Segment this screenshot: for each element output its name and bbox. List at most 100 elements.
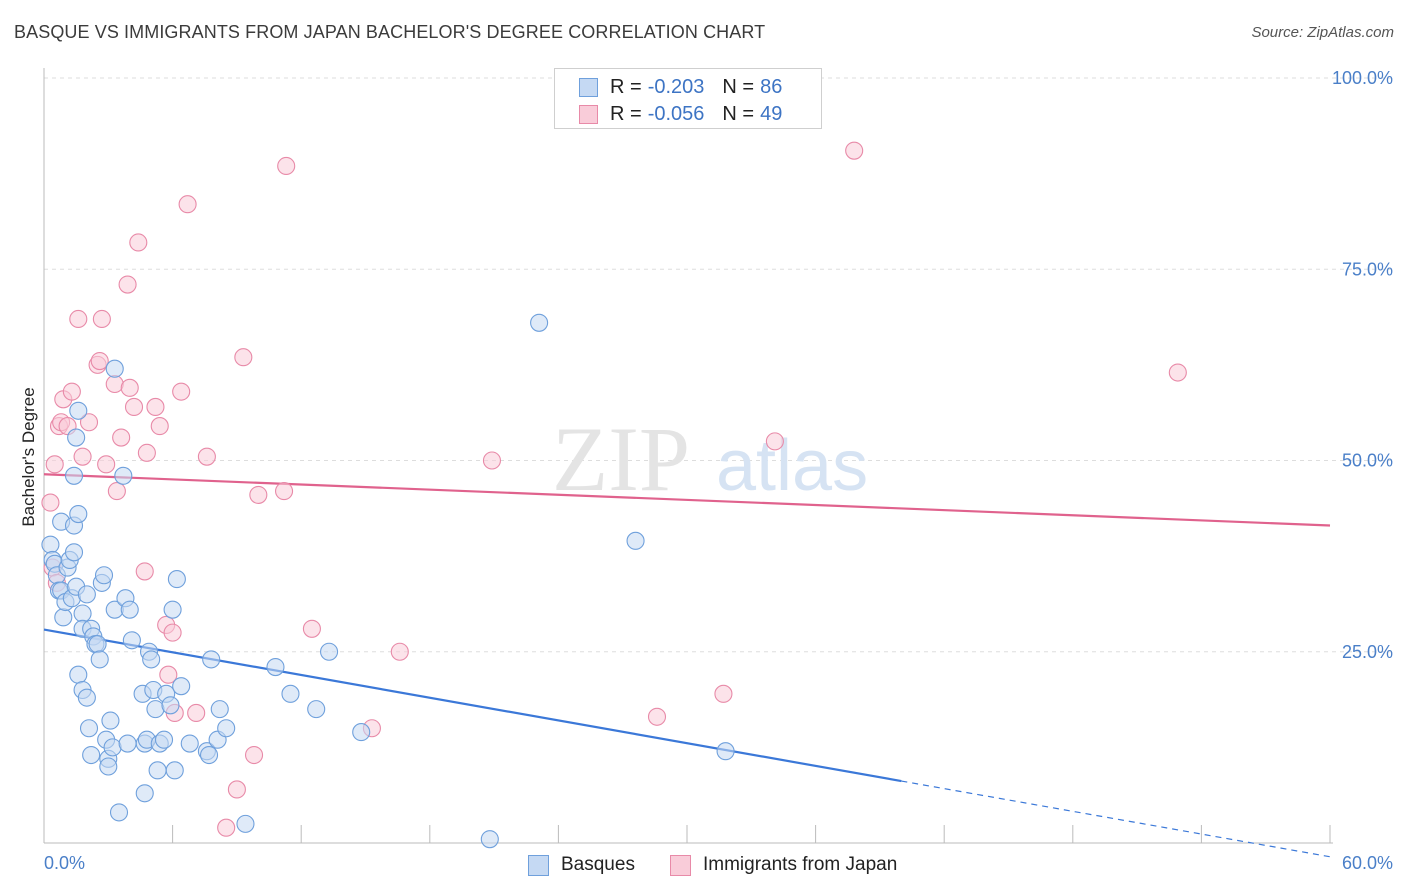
point-basques (67, 428, 86, 447)
x-tick-label-max: 60.0% (1342, 853, 1393, 873)
point-basques (64, 543, 84, 562)
point-immigrants-from-japan (172, 382, 191, 401)
point-basques (109, 803, 129, 822)
legend-n-value: 86 (760, 75, 783, 98)
point-basques (54, 608, 73, 627)
point-immigrants-from-japan (41, 493, 60, 512)
point-immigrants-from-japan (244, 745, 264, 765)
point-immigrants-from-japan (73, 447, 92, 466)
y-tick-label: 25.0% (1342, 642, 1393, 662)
legend-swatch-blue (579, 77, 598, 97)
legend-swatch-blue (528, 854, 549, 876)
y-tick-labels: 25.0% 50.0% 75.0% 100.0% (1332, 68, 1393, 662)
point-immigrants-from-japan (390, 642, 409, 661)
legend-r-value: -0.056 (647, 102, 705, 125)
point-basques (320, 642, 339, 661)
watermark: ZIP atlas (552, 408, 868, 510)
point-basques (73, 604, 92, 623)
legend-n-value: 49 (760, 102, 783, 125)
series-basques (41, 313, 735, 849)
point-immigrants-from-japan (118, 275, 137, 294)
trend-line-immigrants-from-japan (43, 473, 1331, 527)
point-immigrants-from-japan (187, 703, 206, 723)
point-immigrants-from-japan (90, 351, 109, 371)
legend-n-label: N = (722, 75, 755, 98)
point-basques (202, 650, 221, 669)
point-basques (236, 814, 255, 833)
legend-n-label: N = (722, 102, 755, 125)
point-basques (135, 784, 154, 803)
point-basques (69, 401, 88, 420)
legend-row-basques: R = -0.203 N = 86 (579, 75, 782, 99)
trend-line-basques-extension (901, 780, 1331, 858)
source-label: Source: ZipAtlas.com (1251, 24, 1394, 41)
legend-r-label: R = (610, 102, 642, 125)
point-basques (101, 711, 120, 730)
point-immigrants-from-japan (845, 141, 864, 160)
legend-label-basques: Basques (561, 854, 635, 875)
point-basques (69, 665, 88, 684)
point-basques (105, 359, 124, 378)
point-basques (626, 531, 645, 550)
legend-label-japan: Immigrants from Japan (703, 854, 898, 875)
point-immigrants-from-japan (275, 482, 294, 501)
point-basques (69, 504, 88, 524)
point-basques (118, 734, 137, 753)
y-tick-label: 100.0% (1332, 68, 1393, 88)
point-immigrants-from-japan (178, 195, 197, 214)
point-immigrants-from-japan (765, 432, 784, 451)
point-immigrants-from-japan (97, 455, 116, 474)
legend-swatch-pink (579, 104, 598, 124)
point-basques (99, 757, 118, 776)
point-basques (163, 600, 182, 619)
point-basques (217, 719, 236, 738)
point-immigrants-from-japan (79, 413, 99, 432)
axes (43, 68, 1333, 844)
x-ticks (43, 825, 1331, 843)
point-immigrants-from-japan (129, 233, 148, 252)
y-tick-label: 75.0% (1342, 259, 1393, 279)
point-basques (210, 700, 229, 719)
point-immigrants-from-japan (62, 382, 81, 401)
point-immigrants-from-japan (137, 443, 156, 462)
point-immigrants-from-japan (249, 485, 268, 504)
point-basques (77, 585, 96, 604)
point-basques (307, 700, 326, 719)
point-basques (82, 745, 101, 765)
point-basques (146, 700, 165, 719)
legend-r-value: -0.203 (647, 75, 705, 98)
legend-item-basques[interactable]: Basques (528, 852, 635, 878)
point-basques (79, 719, 99, 738)
point-basques (165, 761, 184, 780)
watermark-atlas: atlas (716, 426, 868, 506)
watermark-zip: ZIP (552, 408, 690, 510)
point-immigrants-from-japan (146, 397, 165, 417)
x-tick-label-min: 0.0% (44, 853, 85, 873)
point-immigrants-from-japan (150, 417, 169, 436)
point-basques (90, 650, 109, 669)
point-immigrants-from-japan (120, 378, 139, 397)
legend-item-japan[interactable]: Immigrants from Japan (670, 852, 897, 878)
point-immigrants-from-japan (159, 665, 178, 684)
point-immigrants-from-japan (277, 156, 296, 176)
point-basques (114, 466, 133, 485)
point-basques (530, 313, 549, 332)
point-basques (120, 600, 139, 619)
trend-lines (43, 473, 1331, 858)
point-immigrants-from-japan (302, 619, 321, 638)
point-basques (352, 723, 371, 742)
point-immigrants-from-japan (69, 309, 88, 329)
point-basques (199, 745, 219, 765)
stats-legend: R = -0.203 N = 86 R = -0.056 N = 49 (554, 68, 822, 129)
point-basques (281, 684, 300, 703)
legend-swatch-pink (670, 854, 691, 876)
point-immigrants-from-japan (124, 397, 144, 417)
point-immigrants-from-japan (714, 684, 733, 703)
legend-row-japan: R = -0.056 N = 49 (579, 102, 782, 126)
legend-r-label: R = (610, 75, 642, 98)
point-immigrants-from-japan (217, 818, 236, 837)
point-immigrants-from-japan (163, 623, 182, 642)
point-basques (142, 650, 161, 669)
point-basques (716, 742, 735, 761)
